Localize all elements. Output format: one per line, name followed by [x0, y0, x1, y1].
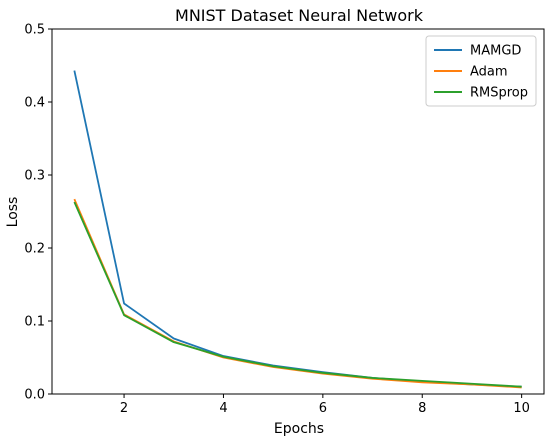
x-axis-label: Epochs: [274, 421, 324, 437]
y-tick-label: 0.0: [24, 388, 45, 403]
y-tick-label: 0.3: [24, 169, 45, 184]
series-line-mamgd: [73, 70, 522, 388]
legend-label-adam: Adam: [470, 65, 508, 80]
legend-label-mamgd: MAMGD: [470, 44, 521, 59]
x-tick-label: 6: [319, 401, 327, 416]
x-tick-label: 10: [513, 401, 530, 416]
y-tick-label: 0.5: [24, 23, 45, 38]
x-tick-label: 8: [418, 401, 426, 416]
y-tick-label: 0.4: [24, 96, 45, 111]
plot-area: 2 4 6 8 10 0.0 0.1 0.2 0.3 0.4 0.5: [24, 23, 530, 417]
x-tick-label: 2: [120, 401, 128, 416]
series-line-adam: [73, 198, 522, 389]
chart-title: MNIST Dataset Neural Network: [175, 6, 424, 25]
y-tick-label: 0.2: [24, 242, 45, 257]
x-tick-label: 4: [219, 401, 227, 416]
y-axis-label: Loss: [5, 197, 21, 228]
legend-label-rmsprop: RMSprop: [470, 86, 528, 101]
axes-frame: [51, 28, 545, 395]
series-line-rmsprop: [73, 201, 522, 388]
y-tick-label: 0.1: [24, 315, 45, 330]
legend-box: [425, 35, 537, 107]
legend: MAMGD Adam RMSprop: [425, 35, 537, 107]
